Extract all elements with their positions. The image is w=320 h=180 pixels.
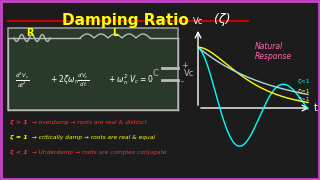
Text: Damping Ratio: Damping Ratio: [62, 13, 188, 28]
Text: +: +: [181, 60, 188, 69]
Text: C: C: [152, 69, 158, 78]
Text: ζ=1: ζ=1: [298, 89, 311, 93]
Text: $+\ \omega_n^2\ V_c=0$: $+\ \omega_n^2\ V_c=0$: [108, 73, 154, 87]
Text: → overdamp → roots are real & distinct: → overdamp → roots are real & distinct: [30, 120, 147, 125]
Text: R: R: [26, 28, 34, 38]
Text: ζ = 1: ζ = 1: [10, 135, 28, 140]
Text: Vc: Vc: [193, 17, 203, 26]
Text: ζ>1: ζ>1: [298, 98, 311, 102]
Text: (ζ): (ζ): [210, 13, 230, 26]
Text: -: -: [181, 78, 184, 87]
Text: → critically damp → roots are real & equal: → critically damp → roots are real & equ…: [30, 135, 155, 140]
Text: L: L: [112, 28, 118, 38]
Text: $\frac{d^2V_c}{dt^2}$: $\frac{d^2V_c}{dt^2}$: [15, 70, 29, 90]
Text: ζ<1: ζ<1: [298, 80, 311, 84]
Text: Vc: Vc: [184, 69, 194, 78]
Text: t: t: [314, 103, 318, 113]
Text: Natural
Response: Natural Response: [255, 42, 292, 61]
Bar: [8, 28, 178, 110]
Text: ζ > 1: ζ > 1: [10, 120, 28, 125]
Text: $+\ 2\zeta\omega_n\frac{dV_c}{dt}$: $+\ 2\zeta\omega_n\frac{dV_c}{dt}$: [50, 71, 89, 89]
Text: ζ < 1: ζ < 1: [10, 150, 28, 155]
Text: → Underdamp → roots are complex conjugate: → Underdamp → roots are complex conjugat…: [30, 150, 166, 155]
